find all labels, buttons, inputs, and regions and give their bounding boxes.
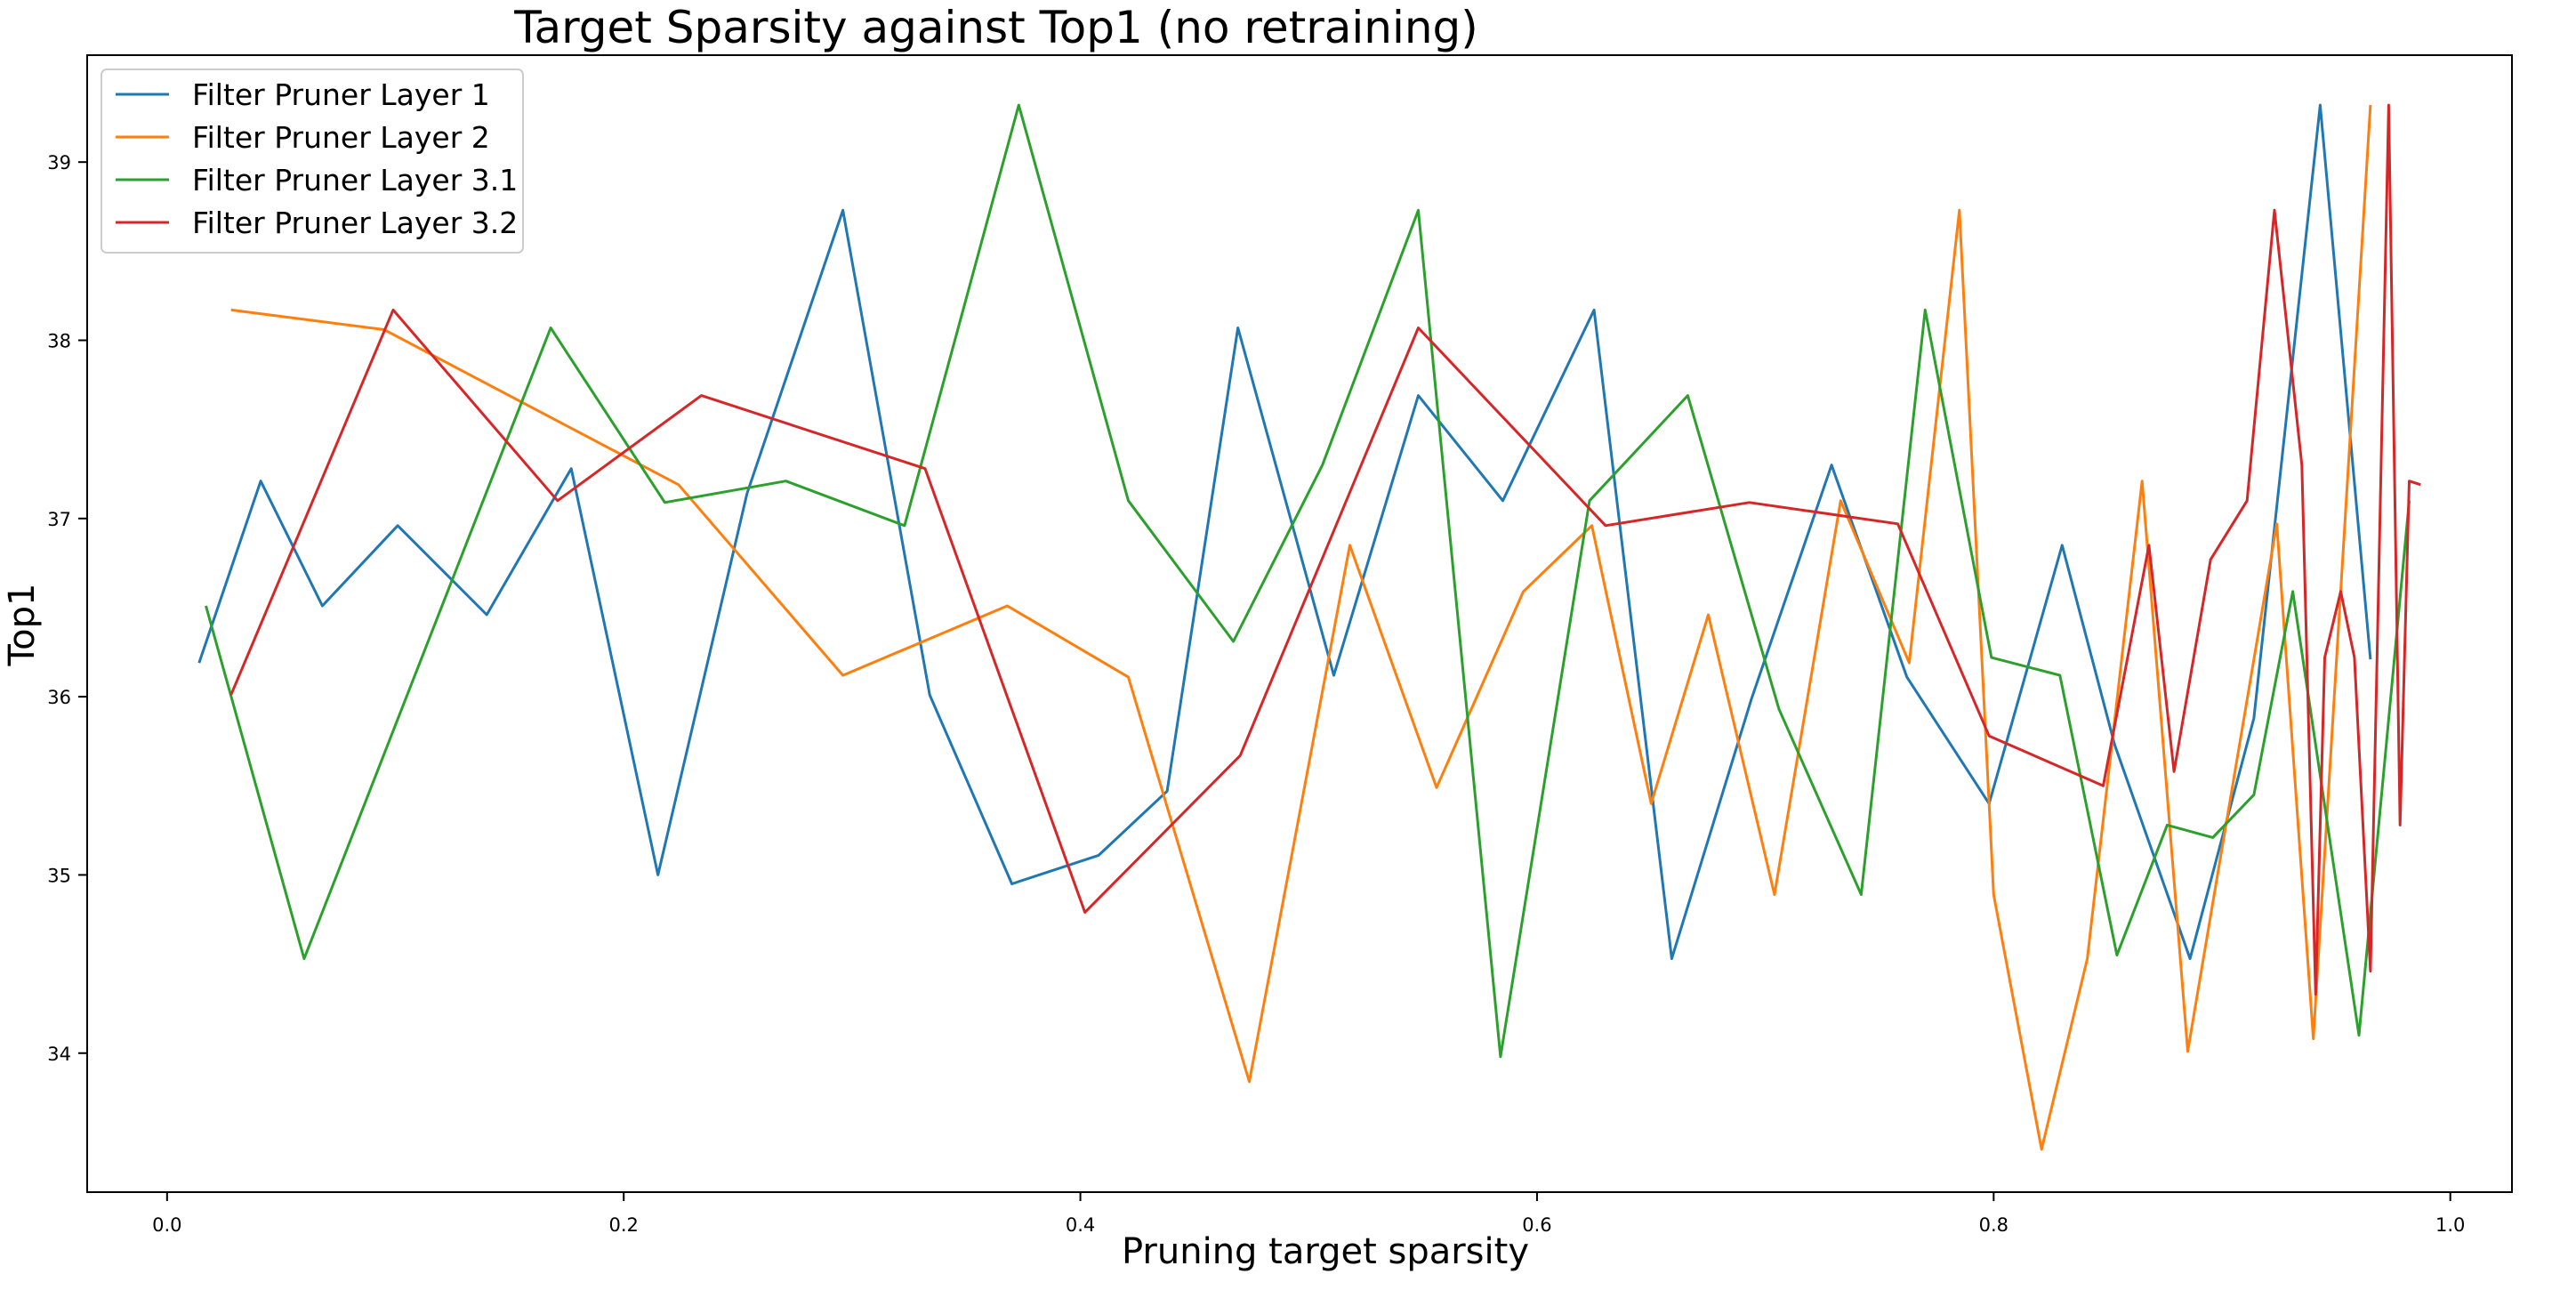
plot-frame: [86, 54, 2513, 1193]
series-line-4: [229, 103, 2421, 996]
legend-entry-1: Filter Pruner Layer 1: [192, 77, 490, 112]
series-line-3: [205, 103, 2411, 1059]
legend-box: [101, 69, 524, 254]
y-tick-label: 39: [47, 152, 71, 173]
x-tick-label: 0.8: [1979, 1214, 2008, 1236]
chart-title: Target Sparsity against Top1 (no retrain…: [513, 2, 1478, 53]
x-tick-label: 0.6: [1522, 1214, 1551, 1236]
y-tick-label: 38: [47, 331, 71, 352]
y-tick-label: 35: [47, 865, 71, 886]
x-tick-label: 0.4: [1066, 1214, 1095, 1236]
plot-area: [197, 103, 2421, 1151]
x-axis: 0.0 0.2 0.4 0.6 0.8 1.0: [152, 1192, 2465, 1236]
series-line-2: [230, 105, 2372, 1151]
y-tick-label: 36: [47, 687, 71, 708]
y-tick-label: 37: [47, 509, 71, 530]
legend: Filter Pruner Layer 1 Filter Pruner Layer…: [101, 69, 524, 254]
series-line-1: [197, 103, 2372, 961]
y-axis-label: Top1: [2, 584, 43, 667]
legend-entry-2: Filter Pruner Layer 2: [192, 120, 490, 155]
x-tick-label: 0.0: [152, 1214, 181, 1236]
x-tick-label: 0.2: [609, 1214, 639, 1236]
legend-entry-4: Filter Pruner Layer 3.2: [192, 206, 518, 240]
y-axis: 34 35 36 37 38 39: [47, 152, 87, 1065]
x-axis-label: Pruning target sparsity: [1122, 1231, 1529, 1272]
legend-entry-3: Filter Pruner Layer 3.1: [192, 163, 518, 198]
y-tick-label: 34: [47, 1044, 71, 1065]
x-tick-label: 1.0: [2435, 1214, 2465, 1236]
